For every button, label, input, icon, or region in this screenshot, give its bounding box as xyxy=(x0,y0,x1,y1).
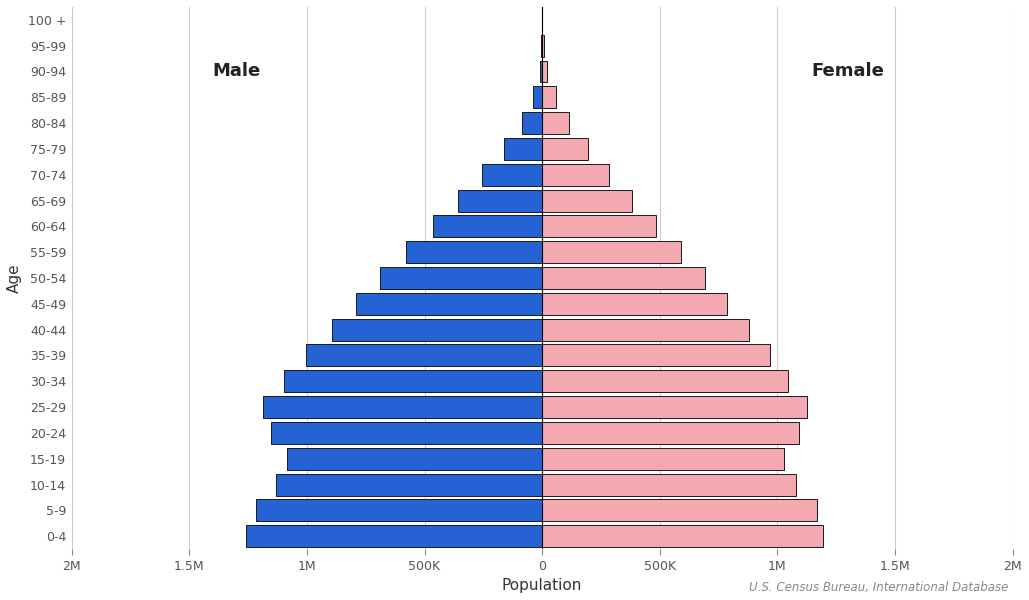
Bar xyxy=(542,293,726,315)
Bar xyxy=(542,473,796,496)
Bar xyxy=(542,190,632,212)
Bar xyxy=(272,422,542,444)
Bar xyxy=(262,396,542,418)
Bar xyxy=(542,499,817,521)
Bar xyxy=(276,473,542,496)
Bar xyxy=(542,61,547,82)
Bar xyxy=(542,164,609,186)
Bar xyxy=(542,86,556,108)
Bar xyxy=(542,112,569,134)
Text: Female: Female xyxy=(812,62,885,80)
Bar xyxy=(542,396,808,418)
Bar xyxy=(405,241,542,263)
Bar xyxy=(542,344,771,367)
Y-axis label: Age: Age xyxy=(7,263,22,293)
Bar xyxy=(331,319,542,341)
Bar xyxy=(256,499,542,521)
Bar xyxy=(542,422,800,444)
Bar xyxy=(287,448,542,470)
Bar xyxy=(533,86,542,108)
Bar xyxy=(483,164,542,186)
Bar xyxy=(307,344,542,367)
Bar xyxy=(542,525,823,547)
Bar xyxy=(458,190,542,212)
Bar xyxy=(522,112,542,134)
Bar xyxy=(284,370,542,392)
X-axis label: Population: Population xyxy=(502,578,582,593)
Bar xyxy=(542,370,788,392)
Bar xyxy=(539,61,542,82)
Bar xyxy=(542,138,588,160)
Text: Male: Male xyxy=(212,62,260,80)
Bar xyxy=(246,525,542,547)
Bar xyxy=(504,138,542,160)
Bar xyxy=(356,293,542,315)
Bar xyxy=(433,215,542,238)
Bar xyxy=(542,215,657,238)
Bar xyxy=(542,35,543,56)
Text: U.S. Census Bureau, International Database: U.S. Census Bureau, International Databa… xyxy=(749,581,1008,594)
Bar xyxy=(380,267,542,289)
Bar xyxy=(542,267,705,289)
Bar xyxy=(542,241,681,263)
Bar xyxy=(542,448,784,470)
Bar xyxy=(542,319,748,341)
